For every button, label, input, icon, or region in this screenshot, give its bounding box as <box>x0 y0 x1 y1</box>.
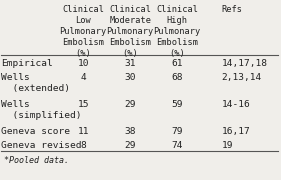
Text: *Pooled data.: *Pooled data. <box>4 156 69 165</box>
Text: Wells
  (simplified): Wells (simplified) <box>1 100 82 120</box>
Text: 31: 31 <box>124 59 136 68</box>
Text: 30: 30 <box>124 73 136 82</box>
Text: 74: 74 <box>171 141 183 150</box>
Text: 15: 15 <box>77 100 89 109</box>
Text: 61: 61 <box>171 59 183 68</box>
Text: Wells
  (extended): Wells (extended) <box>1 73 70 93</box>
Text: Geneva score: Geneva score <box>1 127 70 136</box>
Text: 10: 10 <box>77 59 89 68</box>
Text: Empirical: Empirical <box>1 59 53 68</box>
Text: 29: 29 <box>124 141 136 150</box>
Text: 59: 59 <box>171 100 183 109</box>
Text: Clinical
High
Pulmonary
Embolism
(%): Clinical High Pulmonary Embolism (%) <box>154 5 201 58</box>
Text: 68: 68 <box>171 73 183 82</box>
Text: 11: 11 <box>77 127 89 136</box>
Text: 4: 4 <box>80 73 86 82</box>
Text: Clinical
Moderate
Pulmonary
Embolism
(%): Clinical Moderate Pulmonary Embolism (%) <box>106 5 154 58</box>
Text: Refs: Refs <box>221 5 243 14</box>
Text: Clinical
Low
Pulmonary
Embolism
(%): Clinical Low Pulmonary Embolism (%) <box>60 5 107 58</box>
Text: 8: 8 <box>80 141 86 150</box>
Text: 19: 19 <box>221 141 233 150</box>
Text: 14,17,18: 14,17,18 <box>221 59 268 68</box>
Text: 79: 79 <box>171 127 183 136</box>
Text: 38: 38 <box>124 127 136 136</box>
Text: 16,17: 16,17 <box>221 127 250 136</box>
Text: 29: 29 <box>124 100 136 109</box>
Text: 14-16: 14-16 <box>221 100 250 109</box>
Text: 2,13,14: 2,13,14 <box>221 73 262 82</box>
Text: Geneva revised: Geneva revised <box>1 141 82 150</box>
